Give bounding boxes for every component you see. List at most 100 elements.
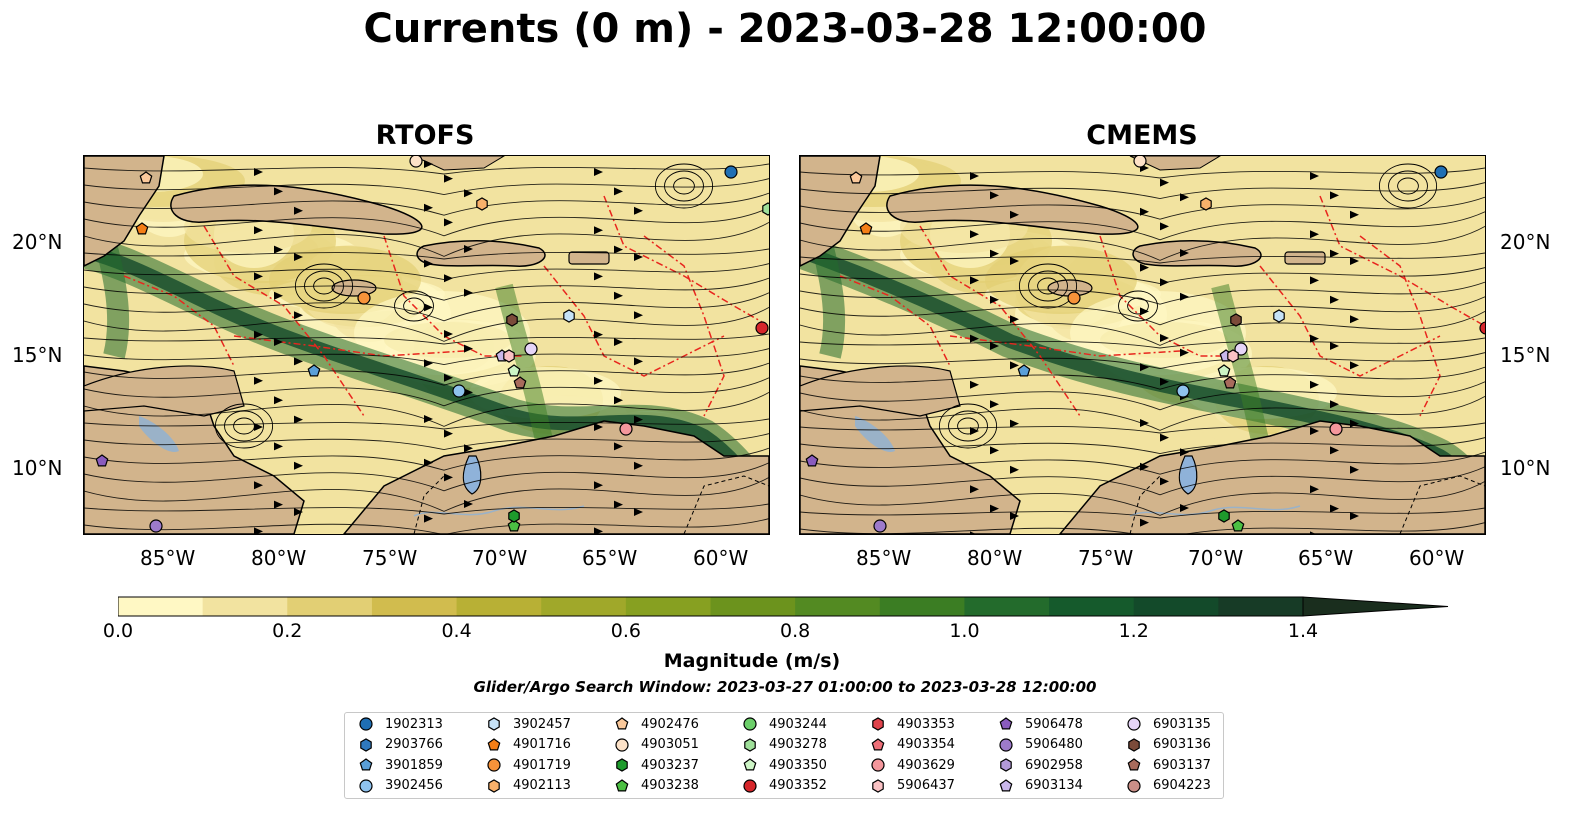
- float-marker-4903350[interactable]: [1217, 364, 1231, 377]
- legend-symbol[interactable]: [999, 737, 1013, 752]
- float-marker-4903238[interactable]: [507, 519, 521, 532]
- legend-marker-pentagon-icon: [615, 717, 629, 730]
- lat-label-20n-left: 20°N: [12, 230, 63, 254]
- float-marker-6903135[interactable]: [524, 342, 538, 356]
- float-marker-4901716[interactable]: [135, 222, 149, 235]
- colorbar-tick-label: 1.2: [1118, 620, 1149, 642]
- legend-label: 6903137: [1153, 757, 1211, 773]
- legend-marker-circle-icon: [359, 778, 373, 793]
- float-marker-4902113[interactable]: [476, 197, 488, 211]
- float-marker-4903278[interactable]: [762, 202, 769, 216]
- legend-marker-hexagon-icon: [872, 717, 884, 731]
- float-marker-4903352[interactable]: [755, 321, 769, 335]
- float-marker-5906437[interactable]: [503, 349, 515, 363]
- legend-symbol[interactable]: [743, 758, 757, 771]
- float-marker-4901716[interactable]: [859, 222, 873, 235]
- legend-symbol[interactable]: [1127, 778, 1141, 793]
- float-marker-3902456[interactable]: [1176, 384, 1190, 398]
- float-marker-6903137[interactable]: [513, 376, 527, 389]
- lat-label-15n-right: 15°N: [1500, 343, 1551, 367]
- legend-item-4903278: 4903278: [739, 737, 827, 753]
- float-marker-4903238[interactable]: [1231, 519, 1245, 532]
- legend-symbol[interactable]: [1000, 758, 1012, 772]
- legend-symbol[interactable]: [743, 778, 757, 793]
- legend-item-5906478: 5906478: [995, 716, 1083, 732]
- float-marker-6903137[interactable]: [1223, 376, 1237, 389]
- float-marker-1902313[interactable]: [1434, 165, 1448, 179]
- legend-item-4903629: 4903629: [867, 757, 955, 773]
- float-marker-4901719[interactable]: [1067, 291, 1081, 305]
- legend-item-5906437: 5906437: [867, 778, 955, 794]
- float-marker-4902476[interactable]: [139, 171, 153, 184]
- float-marker-4903629[interactable]: [619, 422, 633, 436]
- legend-symbol[interactable]: [1128, 737, 1140, 752]
- float-marker-3901859[interactable]: [1017, 364, 1031, 377]
- legend-symbol[interactable]: [743, 717, 757, 731]
- legend-symbol[interactable]: [1127, 758, 1141, 771]
- float-marker-4903350[interactable]: [507, 364, 521, 377]
- legend-item-4903354: 4903354: [867, 737, 955, 753]
- float-marker-6903135[interactable]: [1234, 342, 1248, 356]
- float-marker-5906478[interactable]: [95, 454, 109, 467]
- lon-label-75w-left: 75°W: [362, 546, 418, 570]
- legend-symbol[interactable]: [488, 717, 500, 731]
- lon-label-80w-left: 80°W: [251, 546, 307, 570]
- float-marker-4903237[interactable]: [1218, 509, 1230, 523]
- legend-label: 6904223: [1153, 778, 1211, 793]
- map-panel-cmems[interactable]: [799, 155, 1486, 535]
- lon-label-60w-right: 60°W: [1409, 546, 1465, 570]
- legend-symbol[interactable]: [615, 778, 629, 791]
- legend-symbol[interactable]: [744, 737, 756, 752]
- float-marker-4903237[interactable]: [508, 509, 520, 523]
- colorbar-tick-label: 1.4: [1287, 620, 1319, 642]
- colorbar: [117, 596, 1458, 624]
- float-marker-5906480[interactable]: [149, 519, 163, 533]
- legend-symbol[interactable]: [487, 758, 501, 772]
- legend-symbol[interactable]: [615, 737, 629, 752]
- legend-symbol[interactable]: [359, 758, 373, 771]
- float-marker-5906437[interactable]: [1227, 349, 1239, 363]
- float-marker-3902457[interactable]: [563, 309, 575, 323]
- float-marker-4903352[interactable]: [1479, 321, 1485, 335]
- lon-label-65w-left: 65°W: [582, 546, 638, 570]
- legend-symbol[interactable]: [616, 758, 628, 772]
- legend-label: 4903237: [641, 757, 699, 773]
- float-marker-5906478[interactable]: [805, 454, 819, 467]
- colorbar-tick-label: 0.4: [441, 620, 472, 642]
- legend-label: 4902476: [641, 716, 699, 732]
- float-marker-4903629[interactable]: [1329, 422, 1343, 436]
- legend-symbol[interactable]: [360, 737, 372, 752]
- legend-symbol[interactable]: [487, 737, 501, 750]
- legend-item-4903238: 4903238: [611, 778, 699, 794]
- legend-symbol[interactable]: [872, 778, 884, 793]
- map-panel-rtofs[interactable]: [83, 155, 770, 535]
- float-marker-3902457[interactable]: [1273, 309, 1285, 323]
- float-marker-3902456[interactable]: [452, 384, 466, 398]
- legend-symbol[interactable]: [1127, 717, 1141, 731]
- float-marker-4903051[interactable]: [409, 156, 423, 168]
- legend-symbol[interactable]: [359, 778, 373, 793]
- float-marker-3901859[interactable]: [307, 364, 321, 377]
- legend-symbol[interactable]: [615, 717, 629, 730]
- legend-symbol[interactable]: [872, 717, 884, 731]
- float-marker-6903136[interactable]: [506, 313, 518, 327]
- lon-label-75w-right: 75°W: [1078, 546, 1134, 570]
- legend-marker-circle-icon: [487, 758, 501, 772]
- float-marker-4901719[interactable]: [357, 291, 371, 305]
- legend-symbol[interactable]: [871, 758, 885, 772]
- legend-item-4902113: 4902113: [483, 778, 571, 794]
- float-marker-4902476[interactable]: [849, 171, 863, 184]
- legend-label: 4903238: [641, 778, 699, 793]
- float-marker-1902313[interactable]: [724, 165, 738, 179]
- legend-symbol[interactable]: [359, 717, 373, 731]
- float-marker-4902113[interactable]: [1200, 197, 1212, 211]
- legend-label: 2903766: [385, 737, 443, 752]
- legend-symbol[interactable]: [871, 737, 885, 750]
- float-marker-5906480[interactable]: [873, 519, 887, 533]
- legend-marker-hexagon-icon: [360, 737, 372, 752]
- legend-symbol[interactable]: [488, 778, 500, 793]
- legend-symbol[interactable]: [999, 717, 1013, 730]
- float-marker-6903136[interactable]: [1230, 313, 1242, 327]
- float-marker-4903051[interactable]: [1133, 156, 1147, 168]
- legend-symbol[interactable]: [999, 778, 1013, 791]
